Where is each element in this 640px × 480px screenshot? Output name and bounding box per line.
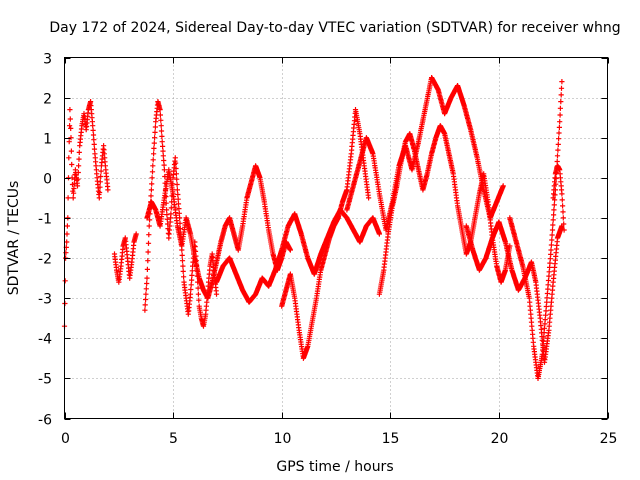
y-tick-label: -3 — [38, 292, 52, 308]
grid — [64, 57, 608, 419]
data-points — [61, 75, 567, 381]
x-tick-label: 10 — [274, 431, 292, 447]
x-tick-label: 20 — [491, 431, 509, 447]
y-tick-label: -6 — [38, 413, 52, 429]
y-tick-label: -2 — [38, 252, 52, 268]
y-tick-label: -5 — [38, 372, 52, 388]
series-track-j — [507, 79, 565, 381]
data-point-markers — [144, 163, 293, 301]
x-tick-label: 15 — [382, 431, 400, 447]
series-track-c — [142, 99, 220, 329]
data-point-markers — [507, 79, 565, 381]
data-point-markers — [463, 219, 565, 365]
x-tick-label: 0 — [61, 431, 70, 447]
series-track-a — [61, 99, 111, 329]
data-point-markers — [279, 107, 372, 361]
series-track-d — [144, 163, 293, 301]
y-tick-label: -1 — [38, 212, 52, 228]
data-point-markers — [213, 207, 382, 305]
data-point-markers — [61, 99, 111, 329]
series-track-k — [550, 163, 567, 233]
x-tick-label: 25 — [600, 431, 618, 447]
chart-title: Day 172 of 2024, Sidereal Day-to-day VTE… — [49, 20, 620, 36]
series-track-i — [463, 219, 565, 365]
series-track-b — [111, 231, 139, 285]
data-point-markers — [142, 99, 220, 329]
y-tick-label: 0 — [43, 172, 52, 188]
series-track-f — [279, 107, 372, 361]
y-tick-label: 2 — [43, 92, 52, 108]
y-tick-label: -4 — [38, 332, 52, 348]
data-point-markers — [550, 163, 567, 233]
x-axis-label: GPS time / hours — [276, 459, 393, 475]
data-point-markers — [376, 123, 513, 297]
x-tick-label: 5 — [169, 431, 178, 447]
y-axis-label: SDTVAR / TECUs — [6, 181, 22, 296]
series-track-e — [213, 207, 382, 305]
y-tick-label: 3 — [43, 52, 52, 68]
data-point-markers — [111, 231, 139, 285]
y-tick-label: 1 — [43, 132, 52, 148]
plot-frame — [64, 57, 608, 419]
series-track-h — [376, 123, 513, 297]
